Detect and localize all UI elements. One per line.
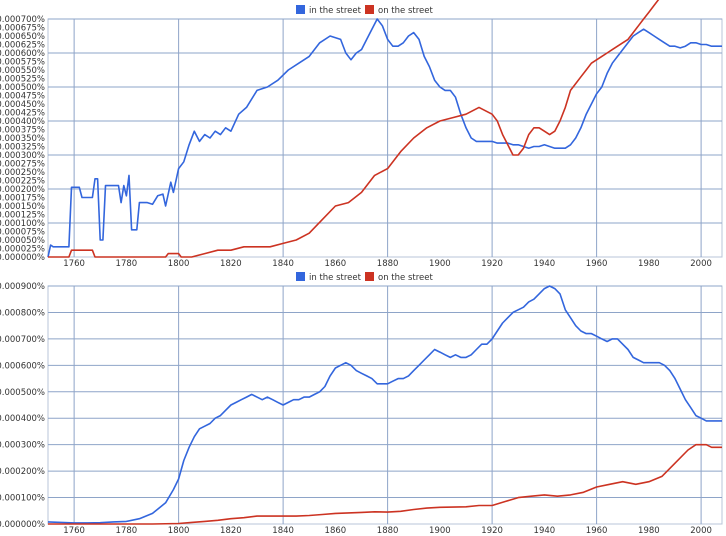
y-tick-label: 0.000550%	[0, 66, 45, 76]
x-tick-label: 1960	[586, 259, 608, 269]
y-tick-label: 0.000675%	[0, 24, 45, 34]
y-tick-label: 0.000200%	[0, 467, 45, 477]
x-tick-label: 1780	[116, 526, 138, 536]
y-tick-label: 0.000025%	[0, 245, 45, 255]
x-tick-label: 1760	[63, 259, 85, 269]
y-tick-label: 0.000200%	[0, 185, 45, 195]
y-tick-label: 0.000525%	[0, 75, 45, 85]
series-line-2	[48, 443, 722, 525]
x-tick-label: 1820	[220, 526, 242, 536]
y-tick-label: 0.000650%	[0, 32, 45, 42]
chart-1: 0.000000%0.000025%0.000050%0.000075%0.00…	[0, 0, 723, 269]
x-tick-label: 1900	[429, 526, 451, 536]
chart-2: 0.000000% 0.000100% 0.000200% 0.000300% 0.00…	[0, 272, 723, 536]
series-line-2	[48, 0, 660, 258]
x-tick-label: 1760	[63, 526, 85, 536]
x-tick-label: 1960	[586, 526, 608, 536]
y-tick-label: 0.000575%	[0, 58, 45, 68]
y-tick-label: 0.000250%	[0, 168, 45, 178]
y-tick-label: 0.000800%	[0, 308, 45, 318]
y-tick-label: 0.000300%	[0, 441, 45, 451]
legend-label-2: on the street	[378, 6, 433, 16]
y-tick-label: 0.000600%	[0, 49, 45, 59]
y-tick-label: 0.000175%	[0, 194, 45, 204]
x-tick-label: 1780	[116, 259, 138, 269]
x-tick-label: 1880	[377, 526, 399, 536]
legend-label-1: in the street	[309, 273, 362, 283]
y-tick-label: 0.000400%	[0, 117, 45, 127]
y-tick-label: 0.000100%	[0, 219, 45, 229]
x-tick-label: 1840	[272, 259, 294, 269]
y-tick-label: 0.000050%	[0, 236, 45, 246]
x-tick-label: 1840	[272, 526, 294, 536]
x-tick-label: 1980	[638, 259, 660, 269]
y-tick-label: 0.000500%	[0, 83, 45, 93]
y-tick-label: 0.000375%	[0, 126, 45, 136]
series-line-1	[47, 18, 722, 258]
plot-area	[47, 18, 723, 258]
y-tick-label: 0.000900%	[0, 282, 45, 292]
y-tick-label: 0.000425%	[0, 109, 45, 119]
x-tick-label: 1880	[377, 259, 399, 269]
y-tick-label: 0.000075%	[0, 228, 45, 238]
x-tick-label: 1860	[325, 526, 347, 536]
x-tick-label: 1940	[534, 259, 556, 269]
plot-area	[47, 285, 723, 525]
y-tick-label: 0.000500%	[0, 388, 45, 398]
y-tick-label: 0.000000%	[0, 520, 45, 530]
legend-swatch-1	[296, 272, 305, 281]
y-tick-label: 0.000625%	[0, 41, 45, 51]
y-tick-label: 0.000475%	[0, 92, 45, 102]
y-tick-label: 0.000000%	[0, 253, 45, 263]
y-tick-label: 0.000350%	[0, 134, 45, 144]
x-tick-label: 1920	[481, 526, 503, 536]
y-tick-label: 0.000400%	[0, 414, 45, 424]
x-tick-label: 1920	[481, 259, 503, 269]
x-tick-label: 2000	[690, 526, 712, 536]
y-tick-label: 0.000275%	[0, 160, 45, 170]
y-tick-label: 0.000125%	[0, 211, 45, 221]
y-tick-label: 0.000325%	[0, 143, 45, 153]
legend-label-1: in the street	[309, 6, 362, 16]
y-tick-label: 0.000450%	[0, 100, 45, 110]
legend-swatch-1	[296, 5, 305, 14]
legend-swatch-2	[365, 272, 374, 281]
y-tick-label: 0.000150%	[0, 202, 45, 212]
y-tick-label: 0.000600%	[0, 361, 45, 371]
legend-label-2: on the street	[378, 273, 433, 283]
y-tick-label: 0.000225%	[0, 177, 45, 187]
x-tick-label: 1940	[534, 526, 556, 536]
x-tick-label: 1900	[429, 259, 451, 269]
y-tick-label: 0.000100%	[0, 494, 45, 504]
y-tick-label: 0.000700%	[0, 335, 45, 345]
y-tick-label: 0.000300%	[0, 151, 45, 161]
y-tick-label: 0.000700%	[0, 15, 45, 25]
x-tick-label: 1980	[638, 526, 660, 536]
x-tick-label: 2000	[690, 259, 712, 269]
x-tick-label: 1820	[220, 259, 242, 269]
x-tick-label: 1860	[325, 259, 347, 269]
series-line-1	[47, 285, 722, 524]
legend-swatch-2	[365, 5, 374, 14]
x-tick-label: 1800	[168, 526, 190, 536]
x-tick-label: 1800	[168, 259, 190, 269]
